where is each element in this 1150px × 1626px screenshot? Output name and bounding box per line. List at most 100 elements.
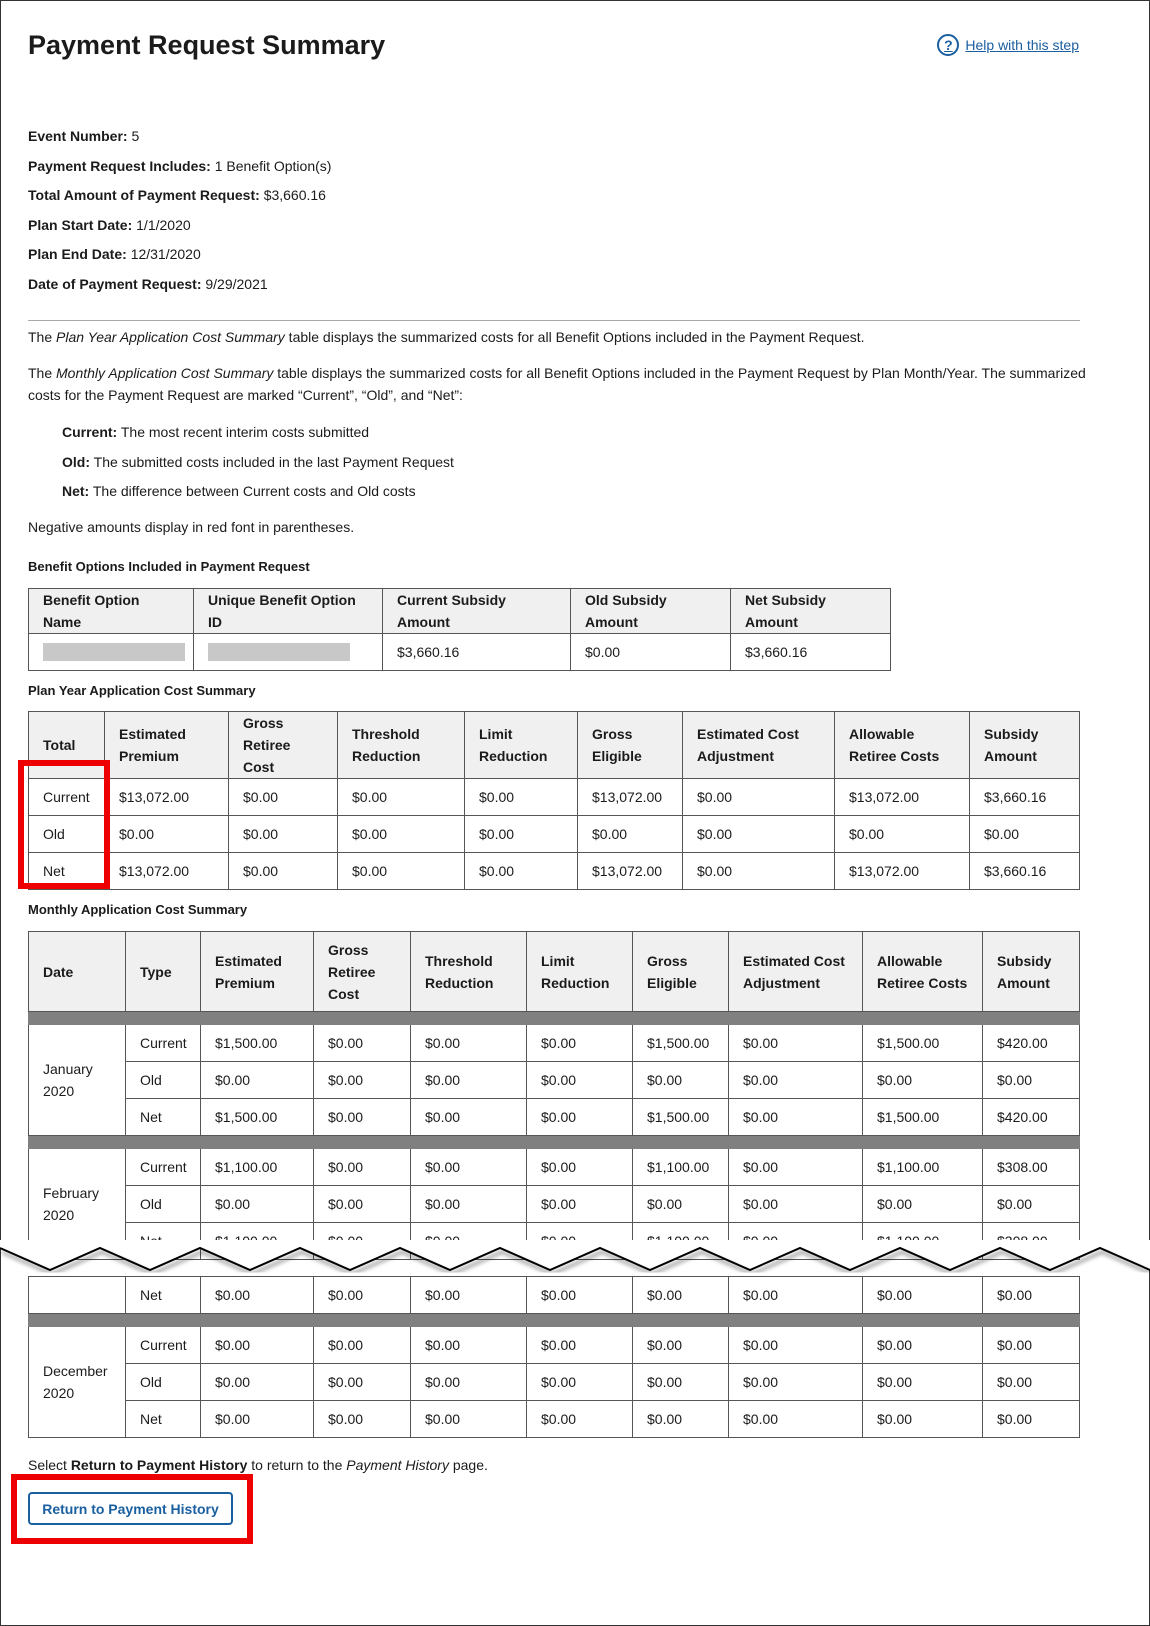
table-cell: $0.00 <box>313 1400 411 1438</box>
table-cell: $1,500.00 <box>862 1098 983 1136</box>
table-cell: $1,500.00 <box>632 1024 729 1062</box>
column-header: Limit Reduction <box>464 711 578 779</box>
column-header: Estimated Premium <box>104 711 229 779</box>
table-cell: $308.00 <box>982 1148 1080 1186</box>
help-label: Help with this step <box>965 37 1079 53</box>
column-header: Estimated Cost Adjustment <box>682 711 835 779</box>
table-cell: $0.00 <box>862 1061 983 1099</box>
table-cell: Current <box>125 1326 201 1364</box>
table-cell: $0.00 <box>410 1326 527 1364</box>
request-info: Event Number: 5 Payment Request Includes:… <box>28 128 331 305</box>
table-cell: $0.00 <box>200 1276 314 1314</box>
table-cell: $3,660.16 <box>969 852 1080 890</box>
table-cell: $13,072.00 <box>104 778 229 816</box>
column-header: Gross Retiree Cost <box>228 711 338 779</box>
table-cell: $0.00 <box>834 815 970 853</box>
monthly-caption: Monthly Application Cost Summary <box>28 902 248 917</box>
table-cell: $0.00 <box>728 1363 863 1401</box>
column-header: Estimated Premium <box>200 931 314 1012</box>
table-cell: $0.00 <box>410 1148 527 1186</box>
help-link[interactable]: ? Help with this step <box>937 34 1079 56</box>
table-cell: $0.00 <box>410 1276 527 1314</box>
table-row: Old $0.00 $0.00 $0.00 $0.00 $0.00 $0.00 $0.00 $0… <box>29 1061 1080 1099</box>
def-current: Current: The most recent interim costs s… <box>62 424 370 440</box>
table-cell: $0.00 <box>526 1148 633 1186</box>
month-separator <box>28 1313 1080 1327</box>
month-separator <box>28 1135 1080 1149</box>
month-cell: December 2020 <box>28 1326 126 1438</box>
column-header: Date <box>28 931 126 1012</box>
table-cell: $1,100.00 <box>862 1148 983 1186</box>
table-cell: $0.00 <box>410 1363 527 1401</box>
column-header: Allowable Retiree Costs <box>834 711 970 779</box>
table-cell: $0.00 <box>728 1061 863 1099</box>
table-cell: $0.00 <box>313 1276 411 1314</box>
table-row: Net $13,072.00 $0.00 $0.00 $0.00 $13,072.00 $0… <box>28 852 1080 890</box>
table-cell: $13,072.00 <box>577 778 683 816</box>
info-row: Payment Request Includes: 1 Benefit Opti… <box>28 157 332 174</box>
table-row: Net $0.00 $0.00 $0.00 $0.00 $0.00 $0.00 $0.00 $0… <box>29 1400 1080 1438</box>
column-header: Gross Eligible <box>577 711 683 779</box>
table-cell: $0.00 <box>104 815 229 853</box>
table-cell: $0.00 <box>200 1326 314 1364</box>
column-header: Unique Benefit Option ID <box>193 588 383 634</box>
month-separator <box>28 1011 1080 1025</box>
table-cell: Old <box>125 1061 201 1099</box>
table-cell: $3,660.16 <box>730 633 891 671</box>
table-cell: $0.00 <box>969 815 1080 853</box>
table-cell: $0.00 <box>982 1363 1080 1401</box>
table-cell: $0.00 <box>313 1185 411 1223</box>
table-cell: $0.00 <box>410 1400 527 1438</box>
table-cell: $0.00 <box>526 1185 633 1223</box>
table-cell: $0.00 <box>337 852 465 890</box>
benefit-options-table: Benefit Option Name Unique Benefit Option… <box>28 588 891 671</box>
question-circle-icon: ? <box>937 34 960 56</box>
table-cell: $0.00 <box>632 1400 729 1438</box>
table-cell: $0.00 <box>526 1061 633 1099</box>
table-cell: Net <box>125 1098 201 1136</box>
table-cell: $3,660.16 <box>382 633 571 671</box>
return-to-payment-history-button[interactable]: Return to Payment History <box>28 1492 233 1525</box>
benefit-table-caption: Benefit Options Included in Payment Requ… <box>28 559 310 574</box>
column-header: Gross Eligible <box>632 931 729 1012</box>
break-mask <box>0 1240 1150 1270</box>
table-cell: $0.00 <box>313 1098 411 1136</box>
table-cell: $0.00 <box>200 1185 314 1223</box>
table-cell: Current <box>125 1024 201 1062</box>
table-cell: $0.00 <box>632 1276 729 1314</box>
table-cell: $0.00 <box>464 852 578 890</box>
table-cell: $0.00 <box>982 1400 1080 1438</box>
table-cell: $1,500.00 <box>200 1098 314 1136</box>
redacted-value <box>43 643 185 662</box>
month-cell: January 2020 <box>28 1024 126 1136</box>
column-header: Subsidy Amount <box>969 711 1080 779</box>
table-cell: $0.00 <box>526 1400 633 1438</box>
table-cell: $0.00 <box>313 1024 411 1062</box>
table-cell: $0.00 <box>982 1061 1080 1099</box>
table-row: Current $13,072.00 $0.00 $0.00 $0.00 $13,072.… <box>28 778 1080 816</box>
table-cell: $0.00 <box>228 852 338 890</box>
column-header: Current Subsidy Amount <box>382 588 571 634</box>
return-instructions: Select Return to Payment History to retu… <box>28 1457 488 1473</box>
table-cell: $13,072.00 <box>834 778 970 816</box>
table-cell: $0.00 <box>728 1024 863 1062</box>
table-row: February 2020 Current $1,100.00 $0.00 $0.00 $… <box>28 1148 1080 1260</box>
column-header: Threshold Reduction <box>410 931 527 1012</box>
table-cell: $0.00 <box>982 1326 1080 1364</box>
zigzag-line <box>0 1246 1150 1272</box>
redacted-value <box>208 643 350 662</box>
table-cell: $0.00 <box>228 778 338 816</box>
table-cell: $0.00 <box>862 1276 983 1314</box>
table-cell: $0.00 <box>410 1185 527 1223</box>
table-cell: $0.00 <box>728 1148 863 1186</box>
info-row: Event Number: 5 <box>28 128 140 144</box>
table-cell: $3,660.16 <box>969 778 1080 816</box>
table-cell: $0.00 <box>526 1363 633 1401</box>
table-cell: $0.00 <box>337 778 465 816</box>
table-cell: $0.00 <box>313 1363 411 1401</box>
table-cell: $420.00 <box>982 1024 1080 1062</box>
column-header: Subsidy Amount <box>982 931 1080 1012</box>
table-cell: $0.00 <box>577 815 683 853</box>
table-cell: $0.00 <box>410 1024 527 1062</box>
table-cell: $0.00 <box>728 1098 863 1136</box>
